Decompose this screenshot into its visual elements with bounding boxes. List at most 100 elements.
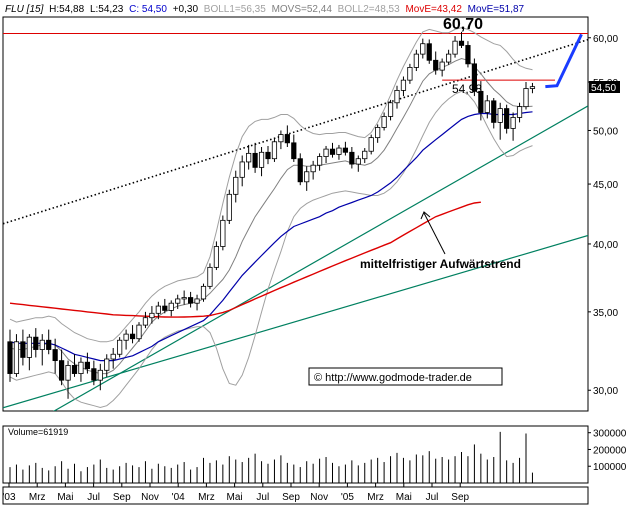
candle-body-up (39, 339, 45, 350)
candle (323, 145, 329, 164)
candle-body-up (271, 141, 278, 160)
bollinger-upper-line (9, 27, 533, 343)
candle-body-down (129, 333, 136, 340)
candle-body-down (284, 134, 290, 144)
candle-body-up (510, 117, 516, 129)
candle-body-up (194, 298, 200, 304)
candle (91, 360, 97, 386)
candle-body-up (123, 333, 129, 341)
candle (117, 337, 123, 358)
candle (46, 329, 52, 355)
y-tick-label: 30,00 (593, 386, 618, 397)
current-price-text: 54,50 (591, 83, 616, 94)
y-tick-label: 40,00 (593, 240, 618, 251)
x-tick-label: Mrz (367, 492, 384, 503)
copyright-box: © http://www.godmode-trader.de (308, 367, 503, 386)
candle-body-up (258, 151, 265, 168)
candle-body-down (491, 100, 497, 123)
candle (142, 311, 149, 329)
candle-body-up (529, 86, 536, 89)
candle-body-up (362, 150, 368, 160)
candle (362, 148, 368, 164)
volume-tick-label: 300000 (593, 429, 627, 440)
candle-body-up (117, 339, 123, 355)
header-movs: MOVS=52,44 (272, 4, 333, 15)
candle (420, 38, 426, 59)
candle (78, 357, 84, 382)
candle (316, 153, 323, 171)
candle-body-up (168, 302, 174, 311)
candle-body-up (439, 61, 445, 71)
candle (297, 153, 303, 186)
x-tick-label: Mai (396, 492, 412, 503)
volume-axis-ticks: 300000 200000 100000 (588, 429, 627, 473)
candle-body-up (497, 108, 503, 123)
date-axis-ticks: '03 Mrz Mai Jul Sep Nov '04 Mrz Mai Jul Sep Nov '05 M… (2, 483, 470, 503)
header-symbol: FLU [15] (5, 4, 44, 15)
candle (381, 112, 387, 131)
candle-body-up (355, 158, 361, 165)
volume-tick-label: 100000 (593, 462, 627, 473)
candle (413, 49, 419, 72)
trend-label: mittelfristiger Aufwärtstrend (360, 257, 521, 271)
candle (149, 306, 155, 324)
candle (271, 137, 278, 162)
candle (239, 155, 245, 187)
candle (329, 142, 336, 158)
x-tick-label: '03 (2, 492, 15, 503)
candle-body-up (233, 176, 239, 195)
candle (187, 291, 194, 308)
candle (304, 166, 310, 191)
candle-body-up (207, 266, 213, 287)
x-tick-label: Jul (256, 492, 269, 503)
header-close: C: 54,50 (129, 4, 167, 15)
move-short-line (9, 111, 533, 362)
y-tick-label: 60,00 (593, 34, 618, 45)
candle-body-down (71, 365, 78, 374)
candle (291, 134, 297, 162)
candle (110, 347, 116, 369)
candle (426, 39, 432, 64)
movs-line (9, 57, 533, 375)
candle (246, 144, 252, 170)
projection-line (545, 33, 583, 89)
header-legend: FLU [15] H:54,88 L:54,23 C: 54,50 +0,30 … (5, 4, 525, 15)
candle (207, 263, 213, 290)
candle-body-up (400, 79, 407, 91)
volume-label: Volume=61919 (8, 427, 68, 437)
candle-body-up (375, 127, 381, 139)
candle (368, 134, 374, 155)
candle (233, 170, 239, 203)
candle-body-up (104, 358, 110, 371)
candle-body-up (78, 361, 84, 374)
high-label: 60,70 (443, 16, 483, 33)
candle-body-up (394, 89, 400, 104)
candle (181, 290, 187, 305)
x-tick-label: Mrz (198, 492, 215, 503)
move-long-line (9, 201, 481, 318)
candle-body-up (304, 171, 310, 183)
candle (213, 241, 219, 271)
candle-body-up (149, 312, 155, 319)
candle-body-up (175, 298, 181, 304)
candle-body-down (342, 147, 349, 153)
candle (387, 99, 394, 121)
candle-body-up (136, 324, 142, 340)
x-tick-label: Jul (87, 492, 100, 503)
candle-body-down (252, 152, 258, 168)
candle (123, 329, 129, 350)
candle (375, 124, 381, 143)
candle-body-down (7, 341, 13, 374)
candle (342, 141, 349, 156)
support-label: 54,98 (452, 82, 482, 96)
candle (504, 104, 510, 134)
candle-body-down (478, 90, 484, 113)
candle (336, 144, 342, 160)
candle-body-down (458, 40, 465, 46)
header-move1: MovE=43,42 (405, 4, 462, 15)
candle (516, 102, 523, 123)
candle-body-up (420, 43, 426, 55)
x-tick-label: Sep (451, 492, 469, 503)
candle-body-up (310, 164, 316, 173)
